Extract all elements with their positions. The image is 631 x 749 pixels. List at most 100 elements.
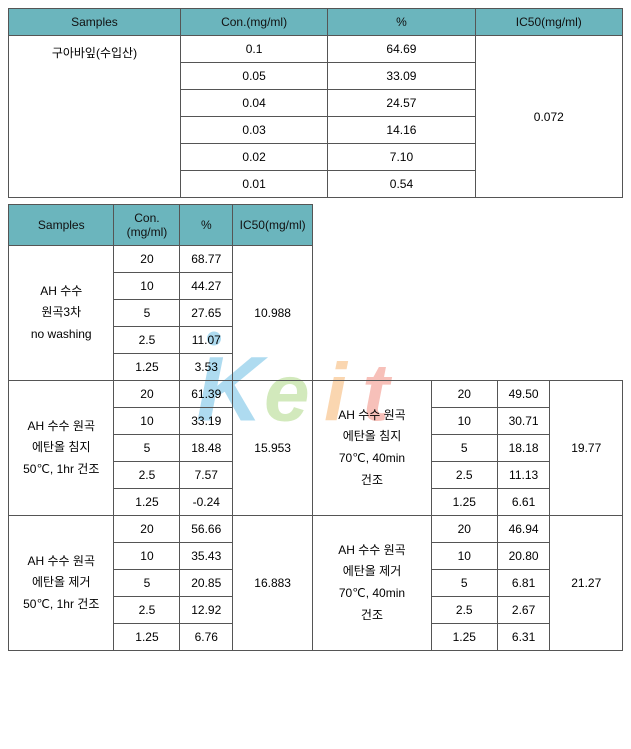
pct-cell: 7.10: [328, 144, 475, 171]
con-cell: 10: [114, 408, 180, 435]
ic50-cell: 10.988: [233, 246, 313, 381]
sample-line: 70℃, 40min: [339, 451, 405, 465]
ic50-cell: 15.953: [233, 381, 313, 516]
con-cell: 5: [431, 570, 497, 597]
con-cell: 5: [114, 300, 180, 327]
sample-line: 에탄올 제거: [343, 564, 402, 578]
sample-line: AH 수수 원곡: [27, 554, 95, 568]
th-con: Con.(mg/ml): [180, 9, 327, 36]
sample-cell: AH 수수 원곡 에탄올 제거 70℃, 40min 건조: [313, 516, 432, 651]
pct-cell: -0.24: [180, 489, 233, 516]
sample-line: 건조: [361, 473, 383, 487]
sample-line: AH 수수 원곡: [338, 408, 406, 422]
con-cell: 0.1: [180, 36, 327, 63]
con-cell: 10: [114, 273, 180, 300]
pct-cell: 33.09: [328, 63, 475, 90]
con-cell: 20: [114, 246, 180, 273]
pct-cell: 27.65: [180, 300, 233, 327]
sample-line: 원곡3차: [41, 305, 81, 319]
con-cell: 1.25: [114, 489, 180, 516]
pct-cell: 12.92: [180, 597, 233, 624]
con-cell: 10: [431, 543, 497, 570]
con-cell: 2.5: [431, 597, 497, 624]
sample-line: 70℃, 40min: [339, 586, 405, 600]
pct-cell: 6.31: [497, 624, 550, 651]
pct-cell: 56.66: [180, 516, 233, 543]
pct-cell: 2.67: [497, 597, 550, 624]
sample-cell: AH 수수 원곡3차 no washing: [9, 246, 114, 381]
pct-cell: 49.50: [497, 381, 550, 408]
pct-cell: 68.77: [180, 246, 233, 273]
pct-cell: 14.16: [328, 117, 475, 144]
pct-cell: 3.53: [180, 354, 233, 381]
empty-area: [313, 205, 623, 381]
con-cell: 5: [431, 435, 497, 462]
con-cell: 10: [431, 408, 497, 435]
th-ic50: IC50(mg/ml): [475, 9, 622, 36]
sample-cell: AH 수수 원곡 에탄올 침지 50℃, 1hr 건조: [9, 381, 114, 516]
sample-line: 50℃, 1hr 건조: [23, 597, 99, 611]
top-table: Samples Con.(mg/ml) % IC50(mg/ml) 구아바잎(수…: [8, 8, 623, 198]
table-row: 구아바잎(수입산) 0.1 64.69 0.072: [9, 36, 623, 63]
pct-cell: 20.80: [497, 543, 550, 570]
con-cell: 20: [431, 516, 497, 543]
con-cell: 20: [114, 381, 180, 408]
con-cell: 0.04: [180, 90, 327, 117]
con-cell: 5: [114, 435, 180, 462]
ic50-cell: 19.77: [550, 381, 623, 516]
sample-cell: 구아바잎(수입산): [9, 36, 181, 198]
pct-cell: 7.57: [180, 462, 233, 489]
pct-cell: 18.48: [180, 435, 233, 462]
pct-cell: 61.39: [180, 381, 233, 408]
th-pct: %: [180, 205, 233, 246]
pct-cell: 6.81: [497, 570, 550, 597]
pct-cell: 0.54: [328, 171, 475, 198]
sample-line: AH 수수 원곡: [27, 419, 95, 433]
ic50-cell: 0.072: [475, 36, 622, 198]
pct-cell: 11.07: [180, 327, 233, 354]
con-cell: 0.03: [180, 117, 327, 144]
th-ic50: IC50(mg/ml): [233, 205, 313, 246]
pct-cell: 18.18: [497, 435, 550, 462]
table-row: AH 수수 원곡 에탄올 침지 50℃, 1hr 건조 20 61.39 15.…: [9, 381, 623, 408]
con-cell: 20: [114, 516, 180, 543]
pct-cell: 35.43: [180, 543, 233, 570]
main-table: Samples Con.(mg/ml) % IC50(mg/ml) AH 수수 …: [8, 204, 623, 651]
pct-cell: 64.69: [328, 36, 475, 63]
top-table-header-row: Samples Con.(mg/ml) % IC50(mg/ml): [9, 9, 623, 36]
sample-line: 에탄올 제거: [32, 575, 91, 589]
pct-cell: 6.76: [180, 624, 233, 651]
sample-line: 50℃, 1hr 건조: [23, 462, 99, 476]
th-pct: %: [328, 9, 475, 36]
sample-line: no washing: [31, 327, 92, 341]
th-samples: Samples: [9, 205, 114, 246]
pct-cell: 11.13: [497, 462, 550, 489]
con-cell: 5: [114, 570, 180, 597]
pct-cell: 24.57: [328, 90, 475, 117]
pct-cell: 46.94: [497, 516, 550, 543]
con-cell: 0.02: [180, 144, 327, 171]
pct-cell: 30.71: [497, 408, 550, 435]
sample-line: 건조: [361, 608, 383, 622]
pct-cell: 20.85: [180, 570, 233, 597]
con-cell: 1.25: [431, 489, 497, 516]
con-cell: 2.5: [431, 462, 497, 489]
pct-cell: 44.27: [180, 273, 233, 300]
con-cell: 1.25: [114, 624, 180, 651]
sample-line: 에탄올 침지: [343, 429, 402, 443]
con-cell: 0.01: [180, 171, 327, 198]
con-cell: 10: [114, 543, 180, 570]
sample-cell: AH 수수 원곡 에탄올 제거 50℃, 1hr 건조: [9, 516, 114, 651]
con-cell: 20: [431, 381, 497, 408]
con-cell: 2.5: [114, 327, 180, 354]
sample-line: AH 수수 원곡: [338, 543, 406, 557]
pct-cell: 33.19: [180, 408, 233, 435]
main-table-header-row: Samples Con.(mg/ml) % IC50(mg/ml): [9, 205, 623, 246]
table-row: AH 수수 원곡 에탄올 제거 50℃, 1hr 건조 20 56.66 16.…: [9, 516, 623, 543]
con-cell: 1.25: [431, 624, 497, 651]
con-cell: 0.05: [180, 63, 327, 90]
th-samples: Samples: [9, 9, 181, 36]
con-cell: 2.5: [114, 597, 180, 624]
th-con: Con.(mg/ml): [114, 205, 180, 246]
con-cell: 2.5: [114, 462, 180, 489]
